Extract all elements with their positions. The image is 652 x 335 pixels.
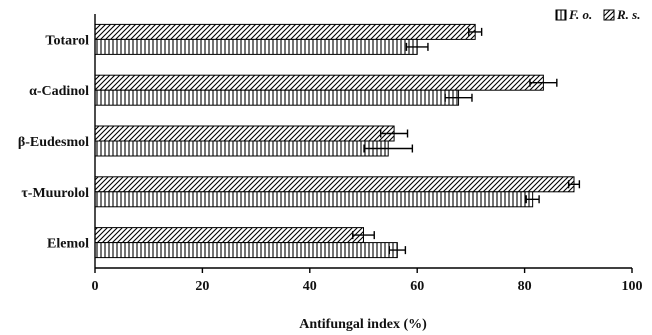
x-tick-label: 60: [410, 279, 424, 294]
error-bar: [405, 42, 429, 51]
bar-fo: [94, 191, 534, 208]
bar-fo: [94, 242, 398, 259]
x-ticks: 0 20 40 60 80 100: [92, 268, 643, 294]
legend-label-fo: F. o.: [568, 7, 592, 22]
error-bar: [468, 27, 483, 36]
error-bar: [363, 144, 414, 153]
x-axis-title: Antifungal index (%): [299, 317, 427, 332]
error-bar: [388, 246, 407, 255]
category-label: Elemol: [47, 237, 89, 252]
x-tick-label: 80: [518, 279, 532, 294]
axes: [94, 14, 632, 269]
bar-fo: [94, 89, 460, 106]
x-tick-label: 100: [622, 279, 643, 294]
bar-fo: [94, 140, 389, 157]
legend-swatch-rs: [603, 9, 615, 21]
category-labels: Totarol α-Cadinol β-Eudesmol τ-Muurolol Elem…: [18, 33, 89, 251]
category-label: τ-Muurolol: [21, 186, 89, 201]
error-bar: [352, 231, 375, 240]
bar-rs: [94, 74, 544, 91]
bar-rs: [94, 227, 364, 244]
x-tick-label: 20: [195, 279, 209, 294]
error-bar: [567, 180, 581, 189]
legend-swatch-fo: [555, 9, 567, 21]
error-bar: [379, 129, 409, 138]
x-tick-label: 0: [92, 279, 99, 294]
x-tick-label: 40: [303, 279, 317, 294]
plot-area: [94, 23, 581, 259]
bar-rs: [94, 23, 476, 40]
bar-rs: [94, 176, 575, 193]
category-label: α-Cadinol: [29, 84, 89, 99]
bar-fo: [94, 38, 418, 55]
category-label: Totarol: [45, 33, 89, 48]
bar-rs: [94, 125, 395, 142]
error-bar: [444, 93, 473, 102]
legend-label-rs: R. s.: [616, 7, 640, 22]
legend: F. o. R. s.: [555, 7, 640, 22]
error-bar: [525, 195, 540, 204]
category-label: β-Eudesmol: [18, 135, 89, 150]
error-bar: [529, 78, 558, 87]
